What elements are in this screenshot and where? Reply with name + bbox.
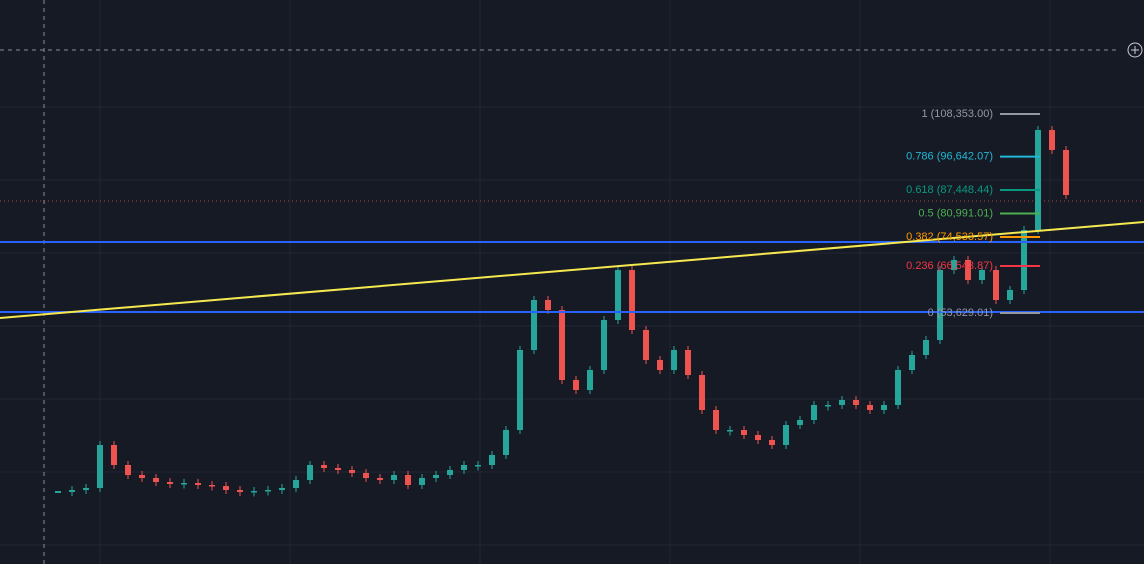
candle [601,320,607,371]
candle [195,483,201,486]
candle [573,380,579,391]
candle [979,269,985,280]
candle [853,400,859,406]
candle [545,299,551,310]
candle [475,465,481,467]
candle [965,259,971,280]
candle [1049,129,1055,150]
candle [363,473,369,479]
candle [531,299,537,351]
candle [909,355,915,371]
candle [69,490,75,493]
candle [447,470,453,476]
candle [951,259,957,270]
candle [83,488,89,491]
candle [587,370,593,391]
candle [265,490,271,492]
candle [797,420,803,426]
fib-retracement: 1 (108,353.00) 0.786 (96,642.07) 0.618 (87… [906,108,1040,319]
candle [237,490,243,493]
candle [503,430,509,456]
fib-label: 0.786 (96,642.07) [906,150,993,162]
candle [839,400,845,406]
fib-label: 0.236 (66,543.87) [906,260,993,272]
candle [111,445,117,466]
candle [783,425,789,446]
trend-line [0,221,1144,319]
candle [153,478,159,483]
candle [349,470,355,474]
candle [181,483,187,485]
candle [685,350,691,376]
candle [559,309,565,381]
candle [279,488,285,491]
candle [405,475,411,486]
fib-label: 0 (53,629.01) [928,307,993,319]
candle [377,478,383,481]
candle [97,445,103,489]
candle [937,269,943,341]
candle [1007,289,1013,300]
candle [125,465,131,476]
candle [657,360,663,371]
candle [867,405,873,411]
candle [755,435,761,441]
candle [391,475,397,481]
candle [671,350,677,371]
candle [1035,129,1041,230]
candle [741,430,747,436]
candle [881,405,887,411]
fib-label: 0.5 (80,991.01) [918,207,993,219]
candle [727,430,733,432]
candle [699,375,705,411]
candle [223,486,229,491]
candle [895,370,901,406]
fib-label: 0.618 (87,448.44) [906,184,993,196]
candle [251,491,257,493]
candle [1063,149,1069,195]
candle [489,455,495,466]
candle [643,330,649,361]
candle [769,440,775,446]
candle [811,405,817,421]
candle [167,482,173,485]
candles [55,125,1069,497]
candle [335,468,341,471]
candle [923,340,929,356]
fib-label: 1 (108,353.00) [921,108,993,120]
fib-label: 0.382 (74,533.57) [906,231,993,243]
candle [713,410,719,431]
candle [993,269,999,300]
add-button[interactable] [1127,42,1143,58]
candle [55,491,61,494]
candle [825,405,831,407]
candle [433,475,439,479]
candle [1021,229,1027,290]
candle [615,269,621,321]
candle [307,465,313,481]
candle [209,485,215,487]
candle [139,475,145,479]
candle [629,269,635,331]
candle [461,465,467,471]
candle [293,480,299,489]
candle [517,350,523,431]
candle [321,465,327,469]
candle [419,478,425,486]
